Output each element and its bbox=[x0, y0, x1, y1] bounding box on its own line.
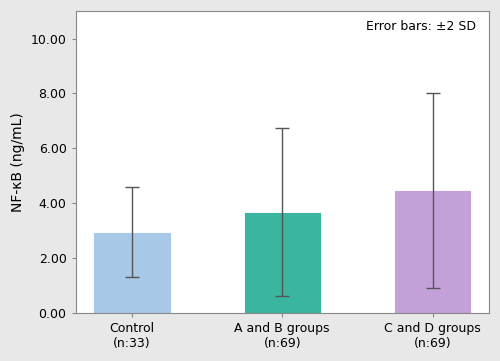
Bar bbox=[395, 191, 470, 313]
Y-axis label: NF-κB (ng/mL): NF-κB (ng/mL) bbox=[11, 112, 25, 212]
Text: Error bars: ±2 SD: Error bars: ±2 SD bbox=[366, 20, 476, 33]
Bar bbox=[244, 213, 320, 313]
Bar bbox=[94, 233, 170, 313]
